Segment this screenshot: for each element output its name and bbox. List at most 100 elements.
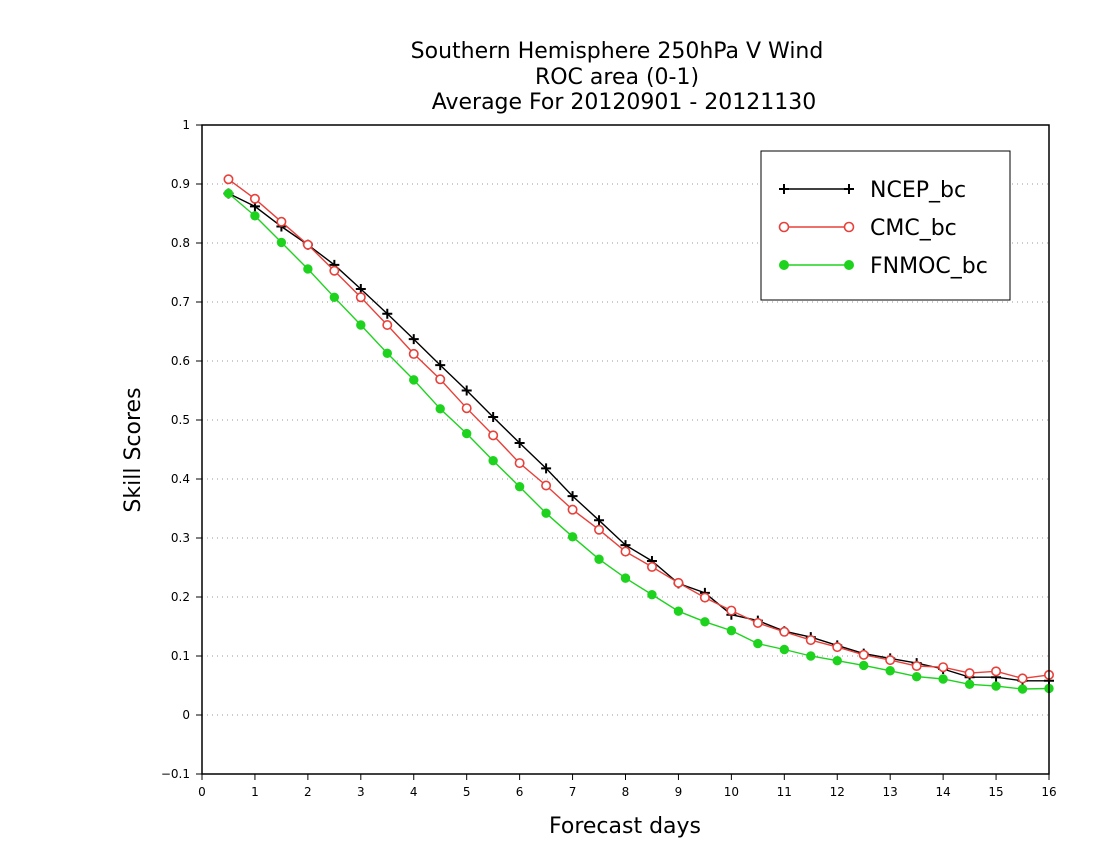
axes: −0.100.10.20.30.40.50.60.70.80.910 1 2 3 4 5 6… [161,118,1057,799]
data-point-cmc-bc [726,605,737,616]
data-point-cmc-bc [488,430,499,441]
data-point-ncep-bc [435,360,446,371]
legend-label-ncep-bc: NCEP_bc [870,178,966,203]
x-tick-label: 12 [830,785,845,799]
data-point-fnmoc-bc [435,404,445,414]
data-point-cmc-bc [223,174,234,185]
data-point-cmc-bc [567,504,578,515]
x-tick-label: 16 [1041,785,1056,799]
x-tick-label: 10 [724,785,739,799]
y-tick-label: −0.1 [161,767,190,781]
data-point-fnmoc-bc [700,617,710,627]
data-point-fnmoc-bc [250,211,260,221]
y-tick-label: 1 [182,118,190,132]
data-point-cmc-bc [302,239,313,250]
y-tick-label: 0.3 [171,531,190,545]
legend-marker-fnmoc-bc [844,260,854,270]
x-tick-label: 0 [198,785,206,799]
legend-marker-ncep-bc [844,184,854,194]
y-tick-label: 0.8 [171,236,190,250]
data-point-ncep-bc [382,308,393,319]
data-point-cmc-bc [594,524,605,535]
data-point-fnmoc-bc [594,554,604,564]
data-point-cmc-bc [805,635,816,646]
data-point-cmc-bc [752,617,763,628]
data-point-fnmoc-bc [726,625,737,636]
data-point-cmc-bc [514,458,525,469]
data-point-ncep-bc [541,463,552,474]
x-tick-label: 8 [622,785,630,799]
data-point-fnmoc-bc [223,188,234,199]
data-point-ncep-bc [461,385,472,396]
data-point-ncep-bc [594,515,605,526]
data-point-fnmoc-bc [753,638,763,649]
data-point-fnmoc-bc [911,671,922,682]
x-tick-label: 2 [304,785,312,799]
data-point-fnmoc-bc [885,666,895,676]
x-tick-label: 7 [569,785,577,799]
y-tick-label: 0.5 [171,413,190,427]
chart-title: Southern Hemisphere 250hPa V Wind [411,39,824,64]
data-point-cmc-bc [435,374,446,385]
data-point-cmc-bc [249,193,260,204]
series-fnmoc-bc [223,188,1054,694]
data-point-cmc-bc [355,292,366,303]
data-point-cmc-bc [620,546,631,557]
data-point-cmc-bc [699,592,710,603]
legend-marker-cmc-bc [843,221,855,233]
data-point-cmc-bc [911,661,922,672]
x-tick-label: 6 [516,785,524,799]
data-point-cmc-bc [461,403,472,414]
data-point-fnmoc-bc [673,606,684,616]
data-point-fnmoc-bc [647,589,657,600]
data-point-cmc-bc [408,348,419,359]
data-point-fnmoc-bc [938,674,948,684]
y-tick-label: 0.2 [171,590,190,604]
data-point-cmc-bc [991,666,1002,677]
data-point-fnmoc-bc [567,532,578,542]
data-point-fnmoc-bc [1017,684,1028,694]
data-point-fnmoc-bc [303,264,313,274]
data-point-fnmoc-bc [620,573,631,583]
y-tick-label: 0.1 [171,649,190,663]
x-tick-label: 3 [357,785,365,799]
x-tick-label: 15 [988,785,1003,799]
legend-marker-ncep-bc [779,184,789,194]
y-tick-label: 0 [182,708,190,722]
legend-label-fnmoc-bc: FNMOC_bc [870,254,988,279]
data-point-cmc-bc [329,265,340,276]
data-point-fnmoc-bc [409,375,419,385]
x-tick-label: 13 [883,785,898,799]
data-point-fnmoc-bc [991,681,1001,691]
data-point-fnmoc-bc [488,456,498,466]
legend-marker-cmc-bc [778,221,790,233]
data-point-fnmoc-bc [382,348,392,359]
x-axis-label: Forecast days [549,814,701,839]
y-tick-label: 0.7 [171,295,190,309]
data-point-cmc-bc [964,668,975,679]
data-point-cmc-bc [382,320,393,331]
data-point-cmc-bc [885,655,896,666]
data-point-fnmoc-bc [276,237,287,248]
data-point-fnmoc-bc [541,508,551,518]
legend: NCEP_bc CMC_bc FNMOC_bc [760,150,1011,301]
legend-label-cmc-bc: CMC_bc [870,216,957,241]
data-point-cmc-bc [276,216,287,227]
data-point-cmc-bc [673,577,684,588]
data-point-fnmoc-bc [859,660,869,671]
legend-box [760,150,1011,301]
x-tick-label: 1 [251,785,259,799]
data-point-ncep-bc [567,491,578,502]
data-point-cmc-bc [858,649,869,660]
data-point-fnmoc-bc [514,481,525,492]
data-point-fnmoc-bc [964,679,975,690]
x-tick-label: 11 [777,785,792,799]
y-tick-label: 0.4 [171,472,190,486]
data-point-ncep-bc [408,334,419,345]
y-tick-label: 0.9 [171,177,190,191]
series-cmc-bc [223,174,1055,684]
data-point-cmc-bc [938,662,949,673]
x-tick-label: 9 [675,785,683,799]
chart-subtitle-period: Average For 20120901 - 20121130 [432,90,817,115]
